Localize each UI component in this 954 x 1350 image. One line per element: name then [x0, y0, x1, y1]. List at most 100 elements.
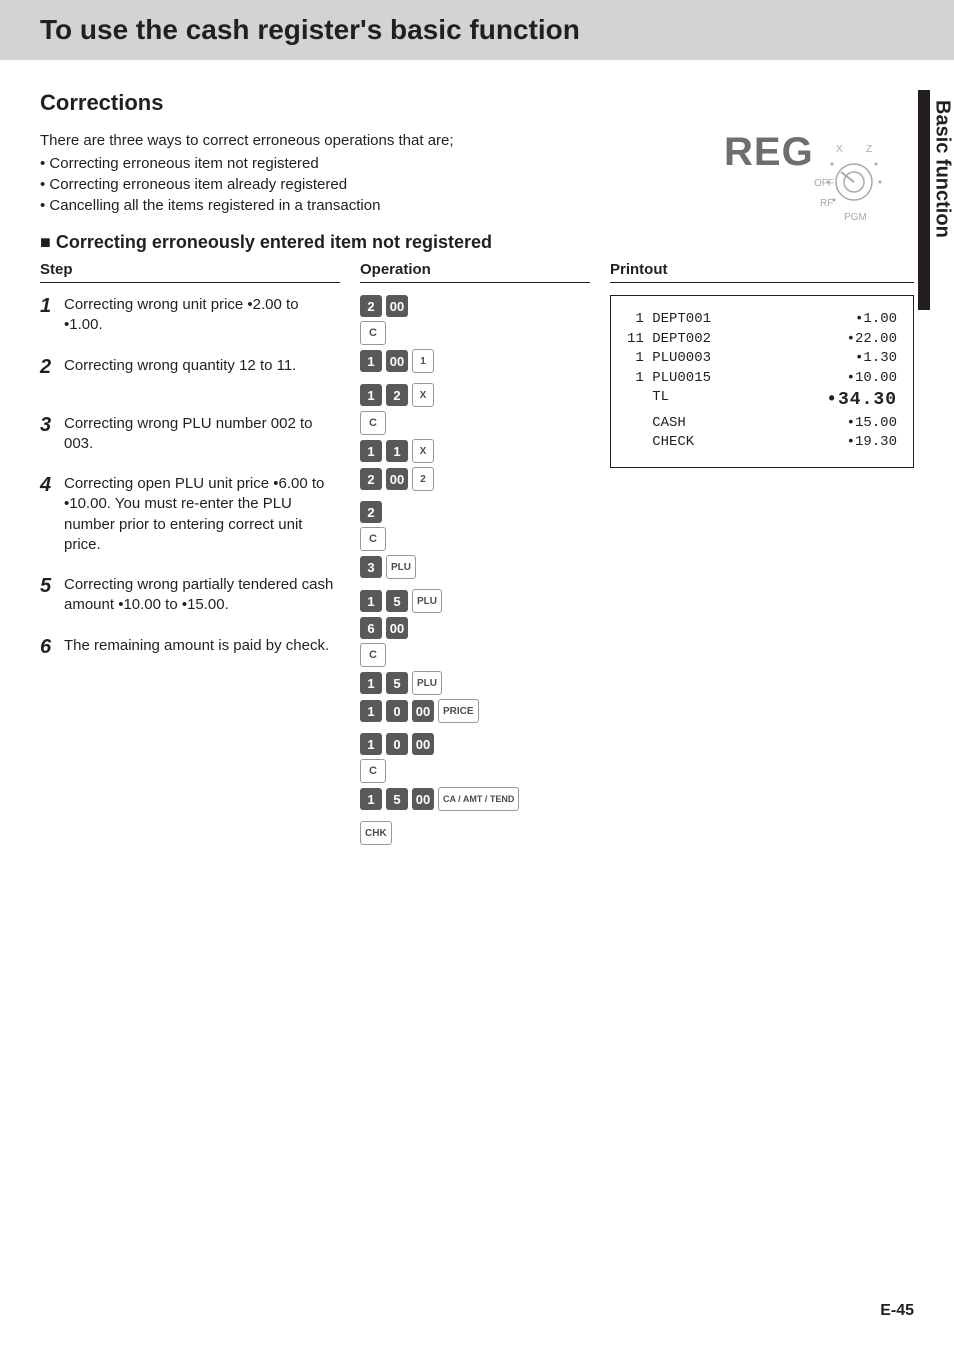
- step-num: 6: [40, 636, 64, 658]
- num-key: 5: [386, 788, 408, 810]
- mode-dial: REG X Z OFF RF PGM: [724, 130, 894, 240]
- op-row-5: 1 0 00 C 1 5 00 CA / AMT / TEND: [360, 733, 590, 811]
- c-key: C: [360, 411, 386, 435]
- step-row: 3 Correcting wrong PLU number 002 to 003…: [40, 414, 340, 455]
- step-text: Correcting wrong PLU number 002 to 003.: [64, 414, 340, 455]
- keyline: 2 00: [360, 295, 590, 317]
- step-num: 3: [40, 414, 64, 455]
- num-key: 6: [360, 617, 382, 639]
- num-key: 1: [360, 672, 382, 694]
- subtitle: Corrections: [40, 90, 914, 116]
- receipt-line: 1 PLU0015•10.00: [627, 369, 897, 389]
- receipt-line: 11 DEPT002•22.00: [627, 330, 897, 350]
- step-row: 1 Correcting wrong unit price •2.00 to •…: [40, 295, 340, 336]
- x-key: X: [412, 439, 434, 463]
- price-key: PRICE: [438, 699, 479, 723]
- keyline: 1 1 X: [360, 439, 590, 463]
- printout-column: Printout 1 DEPT001•1.00 11 DEPT002•22.00…: [610, 261, 914, 855]
- keyline: C: [360, 527, 590, 551]
- keyline: 3 PLU: [360, 555, 590, 579]
- step-row: 5 Correcting wrong partially tendered ca…: [40, 575, 340, 616]
- num-key: 0: [386, 733, 408, 755]
- operation-column: Operation 2 00 C 1 00 1 1: [360, 261, 590, 855]
- dept-key: 2: [412, 467, 434, 491]
- c-key: C: [360, 321, 386, 345]
- num-key: 2: [386, 384, 408, 406]
- step-num: 1: [40, 295, 64, 336]
- keyline: 1 2 X: [360, 383, 590, 407]
- step-text: Correcting wrong unit price •2.00 to •1.…: [64, 295, 340, 336]
- op-row-2: 1 2 X C 1 1 X 2 00 2: [360, 383, 590, 491]
- step-num: 2: [40, 356, 64, 378]
- keyline: 1 0 00: [360, 733, 590, 755]
- op-col-title: Operation: [360, 261, 590, 283]
- x-key: X: [412, 383, 434, 407]
- keyline: 2 00 2: [360, 467, 590, 491]
- num-key: 00: [412, 788, 434, 810]
- header-bar: To use the cash register's basic functio…: [0, 0, 954, 60]
- num-key: 00: [386, 617, 408, 639]
- receipt-line: CHECK•19.30: [627, 433, 897, 453]
- chk-key: CHK: [360, 821, 392, 845]
- num-key: 1: [360, 384, 382, 406]
- step-text: The remaining amount is paid by check.: [64, 636, 329, 658]
- step-text: Correcting open PLU unit price •6.00 to …: [64, 474, 340, 555]
- step-row: 2 Correcting wrong quantity 12 to 11.: [40, 356, 340, 378]
- num-key: 1: [386, 440, 408, 462]
- num-key: 00: [386, 295, 408, 317]
- num-key: 2: [360, 295, 382, 317]
- c-key: C: [360, 527, 386, 551]
- step-row: 4 Correcting open PLU unit price •6.00 t…: [40, 474, 340, 555]
- keyline: 1 5 00 CA / AMT / TEND: [360, 787, 590, 811]
- svg-text:X: X: [836, 144, 843, 155]
- num-key: 00: [412, 733, 434, 755]
- step-row: 6 The remaining amount is paid by check.: [40, 636, 340, 658]
- keyline: C: [360, 759, 590, 783]
- keyline: 1 0 00 PRICE: [360, 699, 590, 723]
- svg-text:PGM: PGM: [844, 212, 867, 223]
- keyline: 2: [360, 501, 590, 523]
- columns: Step 1 Correcting wrong unit price •2.00…: [40, 261, 914, 855]
- c-key: C: [360, 643, 386, 667]
- keyline: C: [360, 321, 590, 345]
- c-key: C: [360, 759, 386, 783]
- page-number: E-45: [880, 1302, 914, 1320]
- receipt: 1 DEPT001•1.00 11 DEPT002•22.00 1 PLU000…: [610, 295, 914, 468]
- step-num: 4: [40, 474, 64, 555]
- keyline: C: [360, 643, 590, 667]
- num-key: 1: [360, 700, 382, 722]
- num-key: 1: [360, 440, 382, 462]
- num-key: 2: [360, 468, 382, 490]
- svg-text:Z: Z: [866, 144, 872, 155]
- receipt-line-total: TL•34.30: [627, 388, 897, 413]
- num-key: 00: [412, 700, 434, 722]
- svg-text:RF: RF: [820, 198, 833, 209]
- dial-icon: X Z OFF RF PGM: [814, 140, 894, 235]
- keyline: C: [360, 411, 590, 435]
- num-key: 1: [360, 733, 382, 755]
- num-key: 3: [360, 556, 382, 578]
- op-row-4: 1 5 PLU 6 00 C 1 5 PLU 1 0: [360, 589, 590, 723]
- plu-key: PLU: [412, 589, 442, 613]
- reg-label: REG: [724, 130, 814, 174]
- keyline: CHK: [360, 821, 590, 845]
- num-key: 0: [386, 700, 408, 722]
- step-text: Correcting wrong quantity 12 to 11.: [64, 356, 296, 378]
- page-title: To use the cash register's basic functio…: [40, 14, 914, 46]
- step-col-title: Step: [40, 261, 340, 283]
- num-key: 1: [360, 590, 382, 612]
- plu-key: PLU: [412, 671, 442, 695]
- side-tab: Basic function: [918, 90, 954, 310]
- num-key: 5: [386, 672, 408, 694]
- keyline: 6 00: [360, 617, 590, 639]
- op-row-3: 2 C 3 PLU: [360, 501, 590, 579]
- op-row-1: 2 00 C 1 00 1: [360, 295, 590, 373]
- num-key: 2: [360, 501, 382, 523]
- keyline: 1 00 1: [360, 349, 590, 373]
- svg-text:OFF: OFF: [814, 178, 834, 189]
- print-col-title: Printout: [610, 261, 914, 283]
- ca-amt-key: CA / AMT / TEND: [438, 787, 519, 811]
- step-text: Correcting wrong partially tendered cash…: [64, 575, 340, 616]
- receipt-line: CASH•15.00: [627, 414, 897, 434]
- keyline: 1 5 PLU: [360, 671, 590, 695]
